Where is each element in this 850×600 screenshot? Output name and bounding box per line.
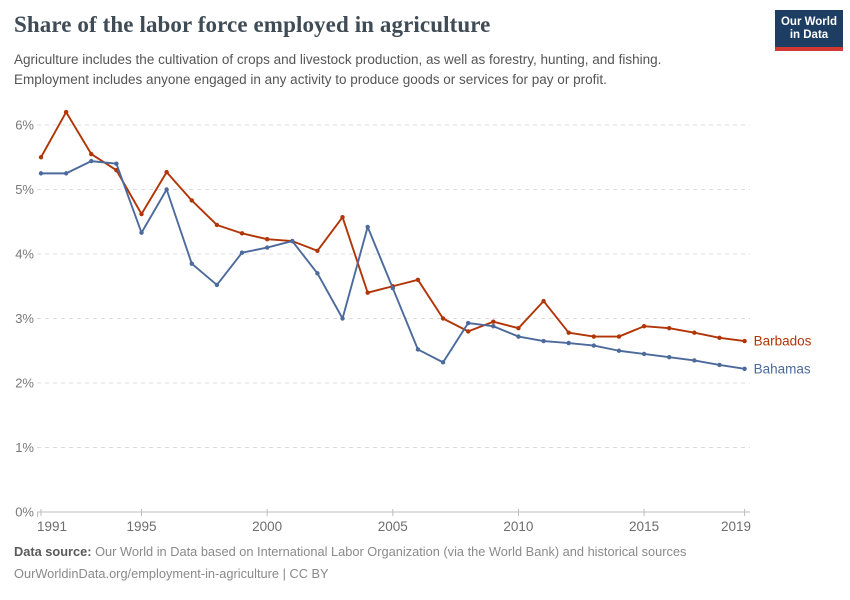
data-source-label: Data source: <box>14 544 92 559</box>
data-point-marker <box>214 282 220 288</box>
chart-area: 0% 1% 2% 3% 4% 5% 6% 1991 1995 2000 2005 2010 2015 20… <box>0 100 850 545</box>
x-tick-label: 1995 <box>126 519 156 534</box>
data-point-marker <box>164 169 169 175</box>
data-point-marker <box>667 325 672 331</box>
subtitle-line-1: Agriculture includes the cultivation of … <box>14 52 662 67</box>
data-point-marker <box>491 319 496 324</box>
y-tick-label: 4% <box>15 247 34 262</box>
data-point-marker <box>465 329 471 334</box>
data-point-marker <box>38 155 44 160</box>
data-point-marker <box>365 224 370 230</box>
footer-link-line: OurWorldinData.org/employment-in-agricul… <box>14 566 329 581</box>
data-point-marker <box>566 330 571 335</box>
series-barbados: Barbados <box>38 109 812 349</box>
chart-subtitle: Agriculture includes the cultivation of … <box>14 50 774 90</box>
owid-logo: Our World in Data <box>775 10 843 51</box>
data-point-marker <box>139 230 144 235</box>
data-point-marker <box>440 360 446 365</box>
data-point-marker <box>415 347 421 352</box>
data-point-marker <box>692 358 697 363</box>
data-point-marker <box>566 340 571 346</box>
data-point-marker <box>692 330 697 335</box>
x-axis: 1991 1995 2000 2005 2010 2015 2019 <box>37 509 751 534</box>
x-tick-label: 2005 <box>378 519 408 534</box>
x-tick-label: 2000 <box>252 519 282 534</box>
data-point-marker <box>365 290 370 295</box>
data-point-marker <box>465 320 471 326</box>
series-end-label-bahamas: Bahamas <box>754 361 811 376</box>
page-title: Share of the labor force employed in agr… <box>14 12 491 37</box>
data-point-marker <box>63 109 69 115</box>
y-gridlines: 0% 1% 2% 3% 4% 5% 6% <box>15 118 750 520</box>
data-point-marker <box>491 324 496 329</box>
data-point-marker <box>89 158 94 164</box>
data-point-marker <box>315 248 320 253</box>
owid-logo-line-1: Our World <box>780 16 837 28</box>
y-tick-label: 3% <box>15 311 34 326</box>
data-point-marker <box>616 348 622 353</box>
data-point-marker <box>641 324 647 329</box>
data-point-marker <box>742 366 747 372</box>
data-point-marker <box>667 355 672 360</box>
data-point-marker <box>214 222 220 228</box>
data-point-marker <box>591 334 597 339</box>
data-point-marker <box>415 277 421 282</box>
data-point-marker <box>340 316 345 321</box>
x-tick-label: 1991 <box>37 519 67 534</box>
y-tick-label: 2% <box>15 376 34 391</box>
owid-logo-line-2: in Data <box>789 29 829 41</box>
series-end-label-barbados: Barbados <box>754 334 812 349</box>
data-point-marker <box>139 211 144 217</box>
data-point-marker <box>742 338 747 344</box>
chart-footer: Data source: Our World in Data based on … <box>14 541 814 585</box>
data-point-marker <box>717 362 722 368</box>
series-line <box>40 160 746 370</box>
data-point-marker <box>541 338 546 344</box>
data-point-marker <box>340 215 345 220</box>
data-point-marker <box>390 285 395 291</box>
data-point-marker <box>89 151 94 157</box>
data-point-marker <box>189 198 194 203</box>
y-tick-label: 1% <box>15 440 34 455</box>
data-point-marker <box>264 245 270 250</box>
data-point-marker <box>290 238 295 244</box>
x-tick-label: 2019 <box>721 519 751 534</box>
data-point-marker <box>641 351 647 357</box>
data-source-text: Our World in Data based on International… <box>91 544 687 559</box>
subtitle-line-2: Employment includes anyone engaged in an… <box>14 72 607 87</box>
chart-canvas: 0% 1% 2% 3% 4% 5% 6% 1991 1995 2000 2005 2010 2015 20… <box>15 109 812 534</box>
series-line <box>40 111 746 343</box>
data-point-marker <box>516 325 521 331</box>
data-point-marker <box>516 334 521 339</box>
data-point-marker <box>63 171 69 176</box>
data-point-marker <box>591 343 597 348</box>
y-tick-label: 5% <box>15 182 34 197</box>
data-point-marker <box>189 261 194 266</box>
y-tick-label: 0% <box>15 505 34 520</box>
y-tick-label: 6% <box>15 118 34 133</box>
x-tick-label: 2015 <box>629 519 659 534</box>
series-bahamas: Bahamas <box>38 158 811 376</box>
data-point-marker <box>440 316 446 321</box>
data-point-marker <box>264 236 270 242</box>
data-point-marker <box>616 334 622 339</box>
data-point-marker <box>164 187 169 192</box>
data-point-marker <box>239 250 245 255</box>
data-point-marker <box>114 161 119 166</box>
x-tick-label: 2010 <box>503 519 533 534</box>
data-point-marker <box>239 231 245 236</box>
data-point-marker <box>315 271 320 276</box>
data-point-marker <box>717 335 722 341</box>
data-source-line: Data source: Our World in Data based on … <box>14 541 814 563</box>
data-point-marker <box>38 171 44 176</box>
data-point-marker <box>541 298 546 304</box>
